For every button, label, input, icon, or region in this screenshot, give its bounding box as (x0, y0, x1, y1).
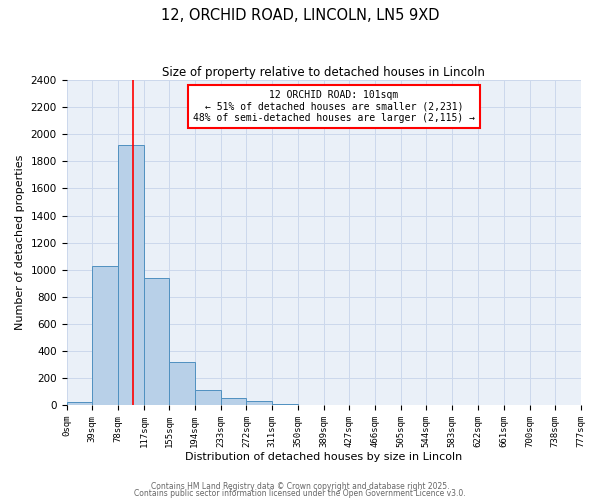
Bar (221, 398, 247, 405)
Bar (67, 402, 92, 405)
Text: Contains public sector information licensed under the Open Government Licence v3: Contains public sector information licen… (134, 490, 466, 498)
Text: 12 ORCHID ROAD: 101sqm
← 51% of detached houses are smaller (2,231)
48% of semi-: 12 ORCHID ROAD: 101sqm ← 51% of detached… (193, 90, 475, 123)
Bar (144, 278, 169, 405)
Bar (92, 266, 118, 405)
Bar (118, 145, 144, 405)
Y-axis label: Number of detached properties: Number of detached properties (15, 155, 25, 330)
Bar (272, 404, 298, 405)
Text: Contains HM Land Registry data © Crown copyright and database right 2025.: Contains HM Land Registry data © Crown c… (151, 482, 449, 491)
Bar (169, 362, 195, 405)
Bar (247, 401, 272, 405)
Title: Size of property relative to detached houses in Lincoln: Size of property relative to detached ho… (162, 66, 485, 79)
Bar (195, 390, 221, 405)
Text: 12, ORCHID ROAD, LINCOLN, LN5 9XD: 12, ORCHID ROAD, LINCOLN, LN5 9XD (161, 8, 439, 22)
X-axis label: Distribution of detached houses by size in Lincoln: Distribution of detached houses by size … (185, 452, 462, 462)
